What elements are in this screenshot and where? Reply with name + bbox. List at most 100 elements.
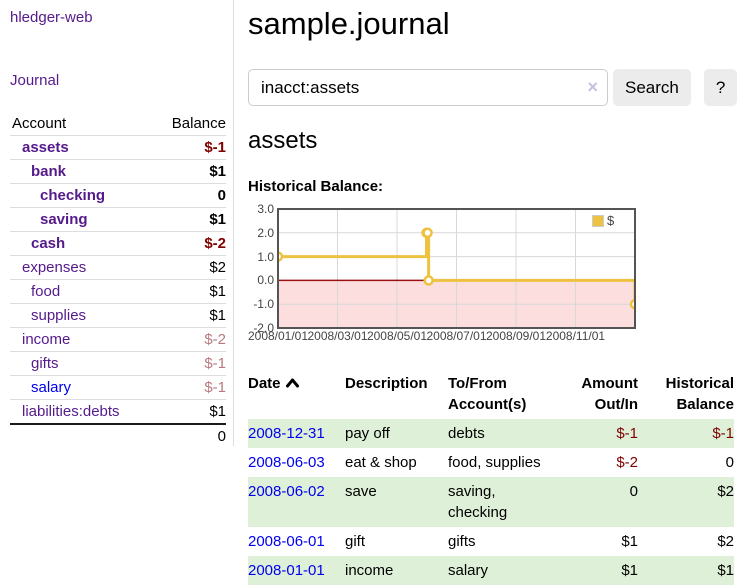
register-row: 2008-06-01 gift gifts $1 $2 [248,527,734,556]
accounts-table: Account Balance assets $-1 bank $1 checking 0… [10,114,226,448]
help-button[interactable]: ? [703,69,738,106]
account-row: liabilities:debts $1 [10,399,226,425]
transaction-amount: $-2 [616,454,638,471]
account-balance: $-2 [152,327,226,352]
transaction-description: gift [345,533,366,550]
y-axis-tick-label: 0.0 [257,273,274,288]
register-row: 2008-06-03 eat & shop food, supplies $-2 0 [248,448,734,477]
transaction-date-link[interactable]: 2008-12-31 [248,425,325,442]
transaction-balance: $-1 [712,425,734,442]
transaction-balance: 0 [725,454,734,471]
account-row: checking 0 [10,183,226,208]
register-row: 2008-12-31 pay off debts $-1 $-1 [248,419,734,448]
account-balance: $-1 [152,135,226,160]
account-row: supplies $1 [10,303,226,328]
main-content: sample.journal × Search ? assets Histori… [247,0,738,585]
account-row: food $1 [10,279,226,304]
transaction-date-link[interactable]: 2008-06-03 [248,454,325,471]
account-link[interactable]: liabilities:debts [22,403,120,420]
x-axis-tick-label: 2008/01/01 [247,329,309,343]
clear-search-icon[interactable]: × [587,77,598,97]
transaction-date-link[interactable]: 2008-06-02 [248,483,325,500]
transaction-description: eat & shop [345,454,417,471]
account-row: cash $-2 [10,231,226,256]
account-row: expenses $2 [10,255,226,280]
account-balance: $-1 [152,351,226,376]
search-form: × Search ? [248,69,738,106]
account-row: income $-2 [10,327,226,352]
chart-label: Historical Balance: [248,178,384,195]
register-header-accounts: To/From Account(s) [448,375,527,413]
sidebar-divider [233,0,234,446]
account-link[interactable]: supplies [31,307,87,324]
register-header-description: Description [345,375,428,392]
historical-balance-chart: $ 3.0 2.0 1.0 0.0 -1.0 -2.0 2008/01/01 2008/03/… [247,203,643,345]
register-row: 2008-06-02 save saving, checking 0 $2 [248,477,734,527]
account-row: bank $1 [10,159,226,184]
register-header-amount: Amount Out/In [581,375,638,413]
chart-legend: $ [590,212,617,229]
account-balance: $-2 [152,231,226,256]
account-link[interactable]: salary [31,379,72,396]
register-table: Date Description To/From Account(s) Amou… [248,369,734,585]
transaction-amount: $1 [621,533,638,550]
account-balance: 0 [152,183,226,208]
account-link[interactable]: gifts [31,355,59,372]
legend-swatch-icon [592,214,604,227]
transaction-accounts: debts [448,425,485,442]
x-axis-tick-label: 2008/09/01 [485,329,547,343]
y-axis-tick-label: 3.0 [257,202,274,216]
account-link[interactable]: expenses [22,259,87,276]
sidebar-item-journal[interactable]: Journal [10,72,60,89]
account-balance: $1 [152,159,226,184]
legend-label: $ [607,213,615,228]
transaction-date-link[interactable]: 2008-01-01 [248,562,325,579]
transaction-accounts: food, supplies [448,454,541,471]
search-button[interactable]: Search [613,69,691,106]
app-title-link[interactable]: hledger-web [10,9,93,26]
account-heading: assets [248,127,318,154]
sidebar: hledger-web Journal Account Balance asse… [0,0,233,448]
y-axis-tick-label: -1.0 [253,297,274,312]
x-axis-tick-label: 2008/11/01 [545,329,606,343]
account-link[interactable]: assets [22,139,69,156]
account-link[interactable]: saving [40,211,88,228]
register-row: 2008-01-01 income salary $1 $1 [248,556,734,585]
transaction-date-link[interactable]: 2008-06-01 [248,533,325,550]
transaction-balance: $1 [717,562,734,579]
account-row: saving $1 [10,207,226,232]
transaction-amount: 0 [629,483,638,500]
transaction-accounts: salary [448,562,489,579]
transaction-accounts: saving, checking [448,483,508,521]
register-header-date[interactable]: Date [248,369,345,419]
account-link[interactable]: income [22,331,71,348]
transaction-amount: $1 [621,562,638,579]
account-link[interactable]: checking [40,187,106,204]
account-balance: $1 [152,399,226,425]
transaction-balance: $2 [717,483,734,500]
x-axis-tick-label: 2008/05/01 [366,329,428,343]
search-input[interactable] [248,69,608,106]
account-balance: $-1 [152,375,226,400]
y-axis-tick-label: -2.0 [253,321,274,335]
page-title: sample.journal [248,6,450,41]
account-balance: $1 [152,207,226,232]
register-header-balance: Historical Balance [665,375,734,413]
x-axis-tick-label: 2008/07/01 [426,329,487,343]
transaction-balance: $2 [717,533,734,550]
account-link[interactable]: cash [31,235,66,252]
account-link[interactable]: food [31,283,61,300]
x-axis-tick-label: 2008/03/01 [307,329,368,343]
y-axis-tick-label: 2.0 [257,225,274,240]
sort-ascending-icon [285,373,299,394]
account-row: gifts $-1 [10,351,226,376]
accounts-column-header: Account [10,114,153,136]
account-row: assets $-1 [10,135,226,160]
balance-column-header: Balance [152,114,226,136]
account-balance: $2 [152,255,226,280]
accounts-total-row: 0 [10,423,226,448]
transaction-description: income [345,562,394,579]
account-balance: $1 [152,303,226,328]
account-link[interactable]: bank [31,163,67,180]
account-balance: $1 [152,279,226,304]
